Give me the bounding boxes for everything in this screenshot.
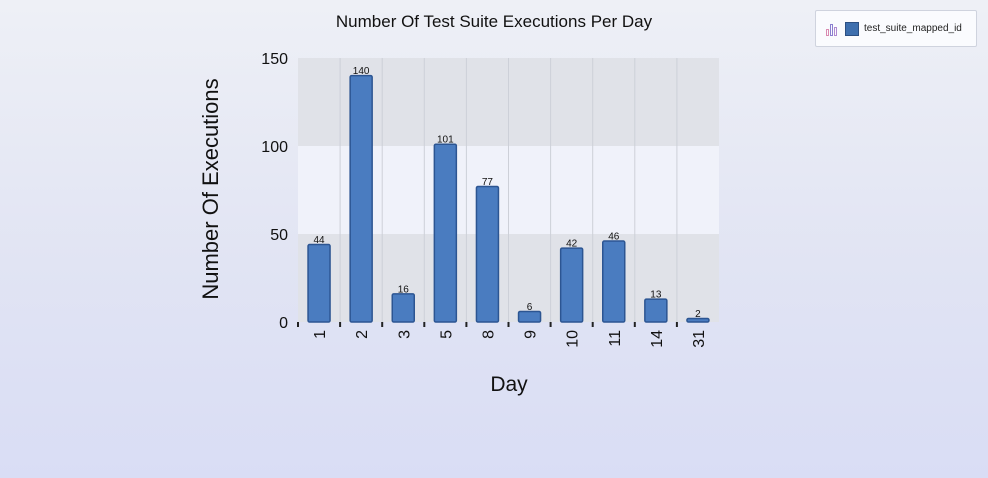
bar xyxy=(433,143,458,323)
data-label: 13 xyxy=(650,290,662,301)
bar xyxy=(602,240,626,323)
bar xyxy=(391,293,415,323)
data-labels: 44 140 16 101 77 6 42 46 13 2 xyxy=(313,66,701,320)
legend-label: test_suite_mapped_id xyxy=(864,23,962,34)
x-tick-label: 1 xyxy=(312,330,329,339)
bar-chart-icon xyxy=(826,22,840,36)
x-tick-label: 11 xyxy=(607,330,624,347)
bar xyxy=(307,243,331,323)
data-label: 140 xyxy=(353,66,370,77)
bar xyxy=(349,74,373,323)
gridlines xyxy=(339,58,678,322)
x-axis-ticks: 1 2 3 5 8 9 10 11 14 31 xyxy=(297,322,708,348)
x-tick-label: 31 xyxy=(691,330,708,348)
x-axis-label: Day xyxy=(490,373,528,396)
x-tick-label: 14 xyxy=(649,330,666,348)
bar xyxy=(686,317,710,323)
bar xyxy=(475,185,500,323)
x-tick-label: 5 xyxy=(438,330,455,339)
y-tick-label: 0 xyxy=(279,315,288,332)
y-axis-label: Number Of Executions xyxy=(198,78,223,299)
data-label: 2 xyxy=(695,309,701,320)
y-tick-label: 150 xyxy=(261,51,288,68)
data-label: 16 xyxy=(398,284,410,295)
chart-title: Number Of Test Suite Executions Per Day xyxy=(336,12,653,31)
bars xyxy=(307,74,710,323)
x-tick-label: 2 xyxy=(354,330,371,339)
bar xyxy=(559,247,584,323)
data-label: 46 xyxy=(608,232,620,243)
y-axis-ticks: 0 50 100 150 xyxy=(261,51,288,332)
bar xyxy=(644,298,668,323)
data-label: 101 xyxy=(437,135,454,146)
data-label: 77 xyxy=(482,177,494,188)
data-label: 44 xyxy=(313,235,325,246)
y-tick-label: 100 xyxy=(261,139,288,156)
data-label: 6 xyxy=(527,302,533,313)
x-tick-label: 8 xyxy=(480,330,497,339)
legend-swatch xyxy=(845,21,859,36)
bar xyxy=(517,310,542,323)
legend[interactable]: test_suite_mapped_id xyxy=(815,10,977,47)
data-label: 42 xyxy=(566,239,578,250)
x-tick-label: 3 xyxy=(396,330,413,339)
x-tick-label: 9 xyxy=(523,330,540,339)
x-tick-label: 10 xyxy=(565,330,582,348)
y-tick-label: 50 xyxy=(270,227,288,244)
